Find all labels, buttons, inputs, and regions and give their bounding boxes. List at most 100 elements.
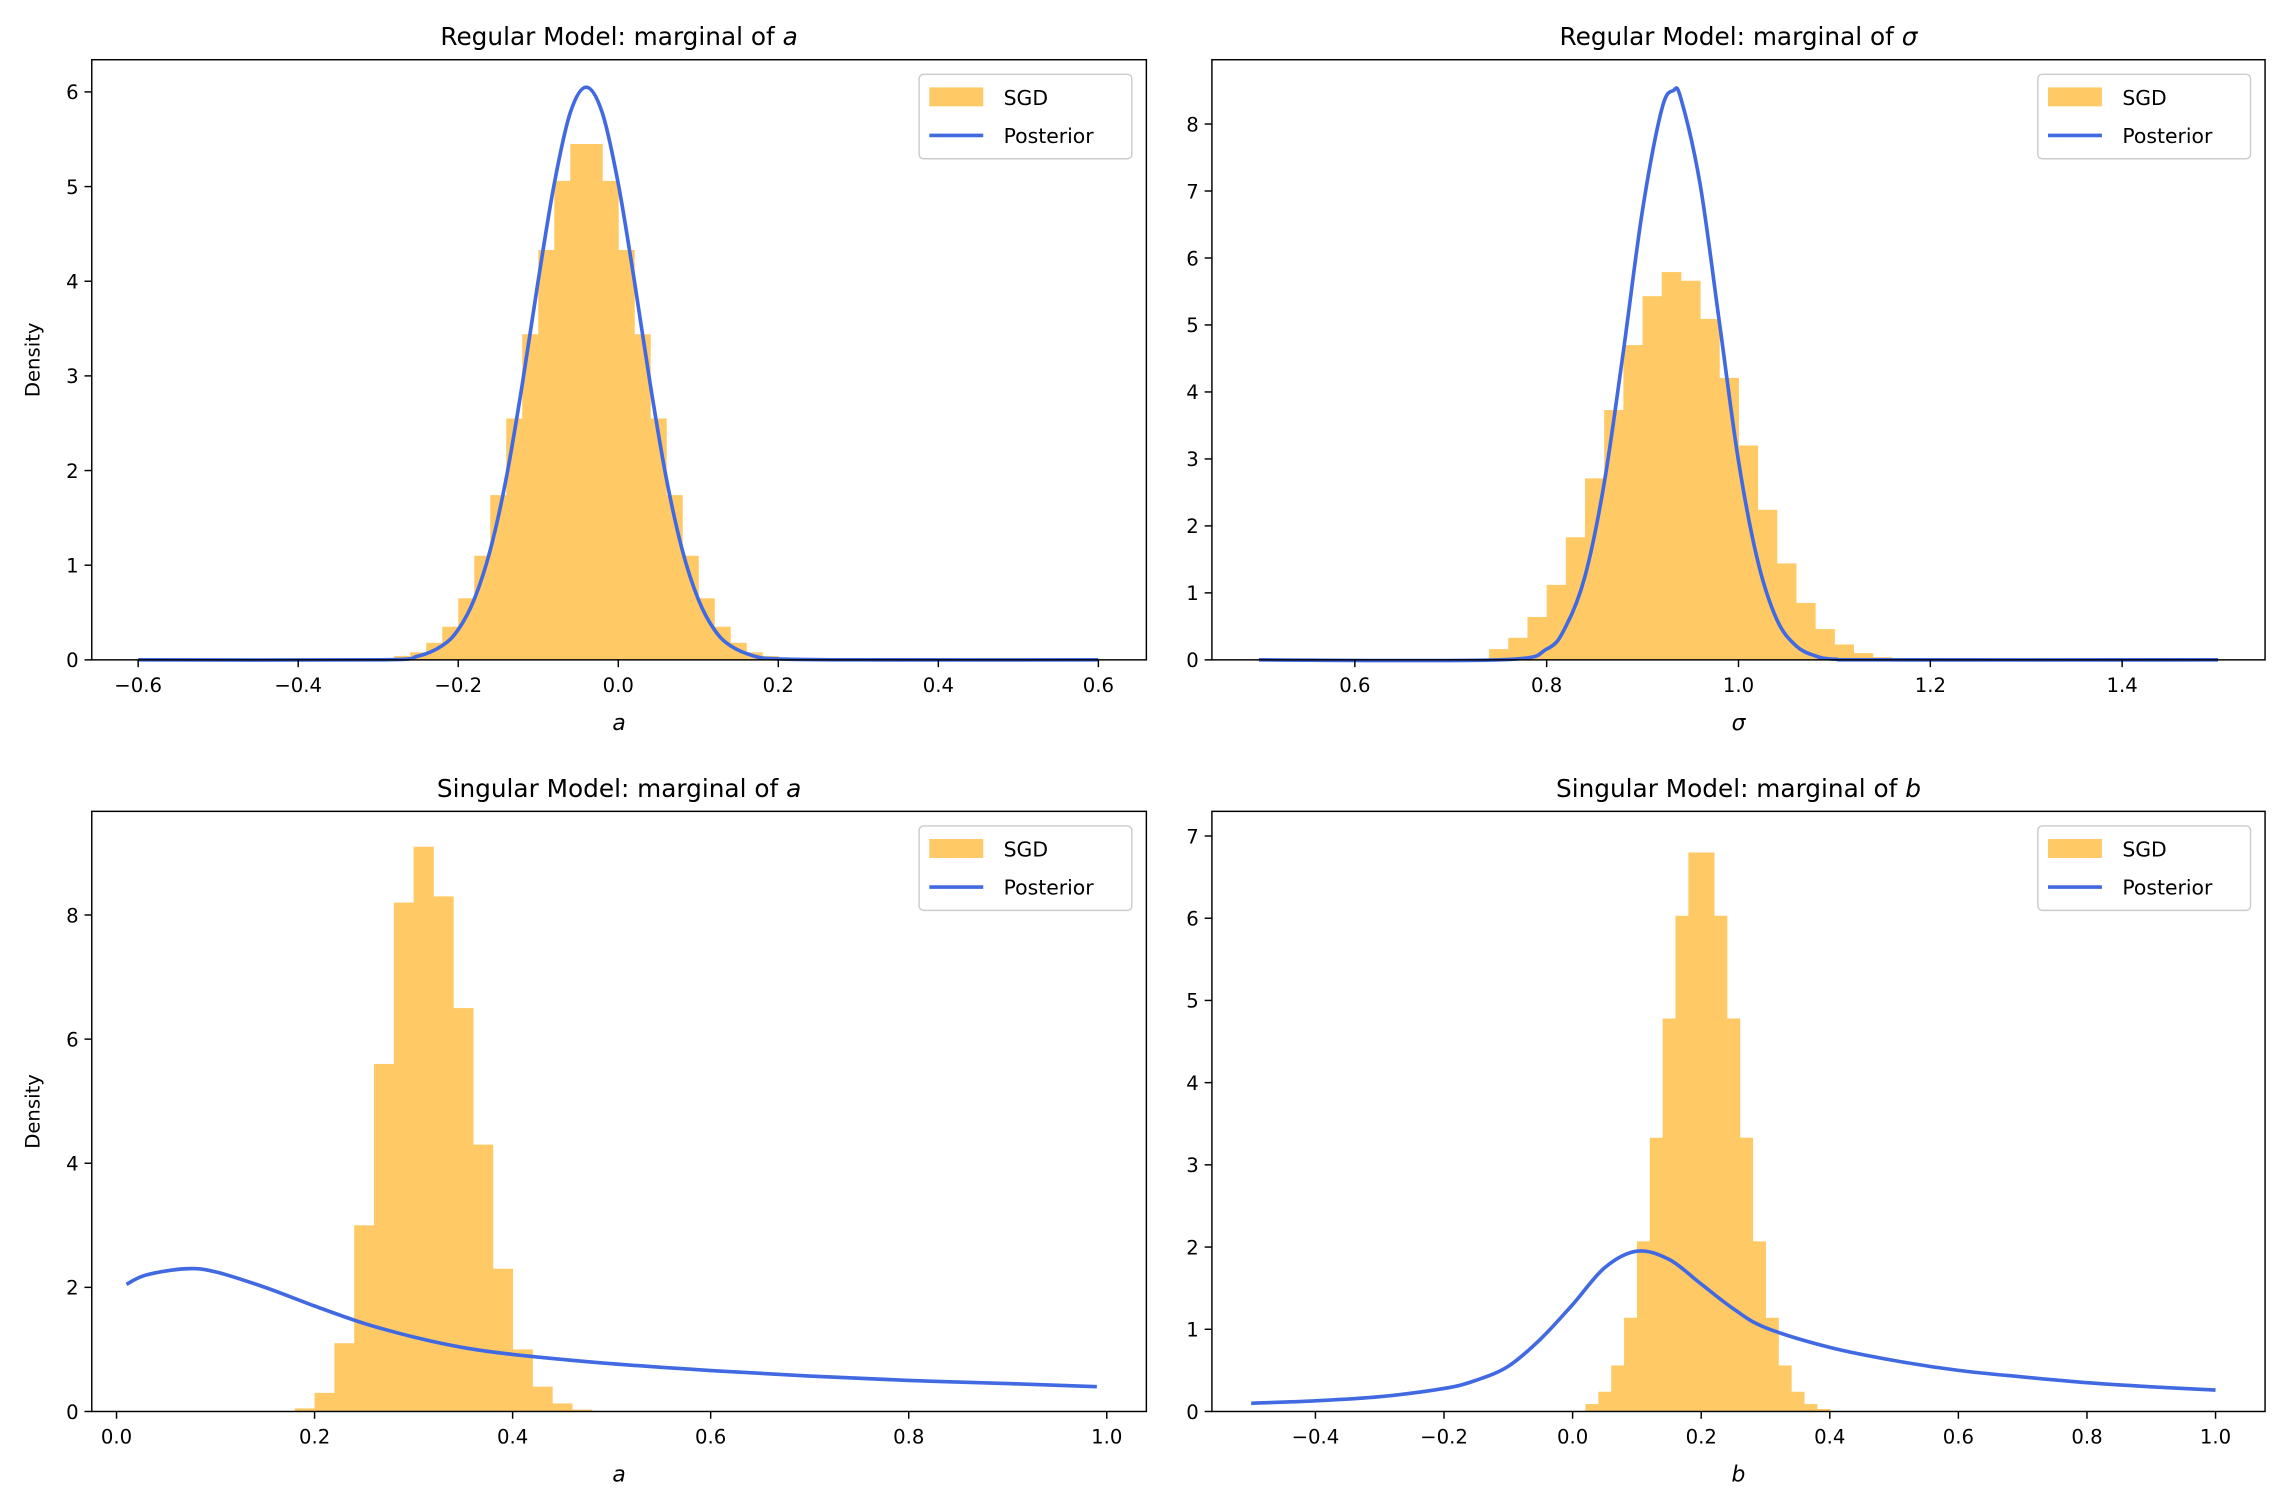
histogram-bar xyxy=(1546,584,1567,660)
y-tick-label: 3 xyxy=(1186,448,1199,471)
y-tick-label: 2 xyxy=(66,460,79,483)
title-variable: b xyxy=(1905,774,1921,803)
subplot-2: 0.6 0.8 1.0 1.2 1.4 0 1 2 3 4 5 6 7 8 Regular Model: m… xyxy=(1186,22,2266,736)
sgd-histogram xyxy=(1489,272,1893,660)
histogram-bar xyxy=(474,555,491,660)
histogram-bar xyxy=(354,1225,375,1412)
histogram-bar xyxy=(1700,318,1720,660)
subplot-title: Regular Model: marginal of a xyxy=(440,22,797,51)
histogram-bar xyxy=(1778,1365,1792,1412)
legend: SGD Posterior xyxy=(918,825,1133,912)
histogram-bar xyxy=(1565,537,1586,660)
axes-frame xyxy=(91,59,1148,661)
y-tick-label: 8 xyxy=(1186,113,1199,136)
histogram-bar xyxy=(1508,637,1528,660)
subplot-title: Singular Model: marginal of b xyxy=(1556,774,1921,803)
y-tick-label: 6 xyxy=(1186,908,1199,931)
posterior-line xyxy=(125,1266,1097,1389)
histogram-bar xyxy=(1585,1404,1599,1412)
sgd-histogram xyxy=(1585,852,1831,1412)
histogram-bar xyxy=(512,1349,533,1412)
legend-posterior-label: Posterior xyxy=(2122,875,2213,899)
histogram-bar xyxy=(1757,509,1778,660)
histogram-bar xyxy=(373,1063,395,1412)
legend-posterior-label: Posterior xyxy=(2122,124,2213,148)
legend: SGD Posterior xyxy=(2037,825,2252,912)
histogram-bar xyxy=(532,1386,553,1412)
subplot-3: 0.0 0.2 0.4 0.6 0.8 1.0 0 2 4 6 8 Singular Model: m… xyxy=(21,774,1148,1487)
y-tick-label: 7 xyxy=(1186,825,1199,848)
y-tick-label: 2 xyxy=(1186,1236,1199,1259)
histogram-bar xyxy=(1765,1317,1779,1412)
x-axis-label: σ xyxy=(1732,711,1747,736)
x-tick-label: 0.2 xyxy=(299,1426,330,1449)
histogram-bar xyxy=(1624,1317,1638,1412)
histogram-bar xyxy=(1853,653,1874,660)
y-tick-label: 5 xyxy=(1186,990,1199,1013)
histogram-bar xyxy=(1739,1137,1754,1412)
histogram-bar xyxy=(1791,1391,1805,1412)
histogram-bar xyxy=(698,598,715,660)
y-tick-label: 2 xyxy=(66,1277,79,1300)
y-tick-label: 0 xyxy=(66,1401,79,1424)
histogram-bar xyxy=(1834,644,1855,660)
y-tick-label: 0 xyxy=(1186,649,1199,672)
histogram-bar xyxy=(1636,1241,1651,1412)
legend-sgd-label: SGD xyxy=(2122,86,2166,110)
histogram-bar xyxy=(1726,1018,1741,1412)
legend-sgd-swatch xyxy=(2048,87,2102,107)
histogram-bar xyxy=(1796,602,1816,660)
x-tick-label: 0.6 xyxy=(1943,1426,1974,1449)
histogram-bar xyxy=(413,846,434,1412)
subplot-1: −0.6 −0.4 −0.2 0.0 0.2 0.4 0.6 0 1 2 3 4 5 6 Regular M… xyxy=(21,22,1148,736)
y-tick-label: 0 xyxy=(1186,1401,1199,1424)
y-tick-label: 4 xyxy=(1186,1072,1199,1095)
title-variable: a xyxy=(786,774,801,803)
histogram-bar xyxy=(552,1403,573,1412)
histogram-bar xyxy=(1642,296,1663,660)
x-tick-label: 0.0 xyxy=(1557,1426,1588,1449)
y-tick-label: 5 xyxy=(66,176,79,199)
posterior-line xyxy=(1258,86,2219,663)
y-tick-label: 3 xyxy=(66,365,79,388)
histogram-bar xyxy=(570,143,587,660)
histogram-bar xyxy=(1680,280,1701,660)
histogram-bar xyxy=(618,249,635,660)
legend-sgd-swatch xyxy=(2048,839,2102,858)
title-variable: σ xyxy=(1902,22,1919,51)
x-tick-label: 0.4 xyxy=(497,1426,528,1449)
x-tick-label: −0.2 xyxy=(1420,1426,1468,1449)
axes-frame xyxy=(91,810,1148,1413)
x-axis-label: a xyxy=(612,711,625,736)
x-tick-label: −0.4 xyxy=(1292,1426,1340,1449)
x-tick-label: −0.6 xyxy=(114,674,162,697)
histogram-bar xyxy=(433,896,454,1412)
subplot-4: −0.4 −0.2 0.0 0.2 0.4 0.6 0.8 1.0 0 1 2 3 4 5 6 7 Singul… xyxy=(1186,774,2266,1487)
y-tick-label: 6 xyxy=(66,81,79,104)
y-tick-label: 5 xyxy=(1186,314,1199,337)
legend-posterior-label: Posterior xyxy=(1004,124,1095,148)
x-tick-label: 1.0 xyxy=(2200,1426,2231,1449)
y-tick-label: 8 xyxy=(66,904,79,927)
histogram-bar xyxy=(1816,1409,1831,1412)
histogram-bar xyxy=(1661,272,1682,660)
histogram-bar xyxy=(473,1144,494,1412)
x-tick-label: 0.6 xyxy=(1339,674,1370,697)
x-tick-label: 0.4 xyxy=(923,674,954,697)
histogram-bar xyxy=(1776,563,1797,660)
title-text: Singular Model: marginal of xyxy=(437,774,786,803)
histogram-bar xyxy=(1489,649,1509,660)
histogram-bar xyxy=(1719,377,1739,660)
x-tick-label: 1.0 xyxy=(1091,1426,1122,1449)
histogram-bar xyxy=(1585,478,1605,660)
histogram-bar xyxy=(682,555,699,660)
sgd-histogram xyxy=(294,846,593,1412)
x-tick-label: −0.4 xyxy=(274,674,322,697)
y-tick-label: 1 xyxy=(1186,1319,1199,1342)
histogram-bar xyxy=(1675,915,1689,1412)
histogram-bar xyxy=(458,598,475,660)
histogram-bar xyxy=(1649,1137,1664,1412)
histogram-bar xyxy=(1598,1391,1612,1412)
histogram-bar xyxy=(294,1408,316,1412)
x-tick-label: 1.2 xyxy=(1915,674,1946,697)
